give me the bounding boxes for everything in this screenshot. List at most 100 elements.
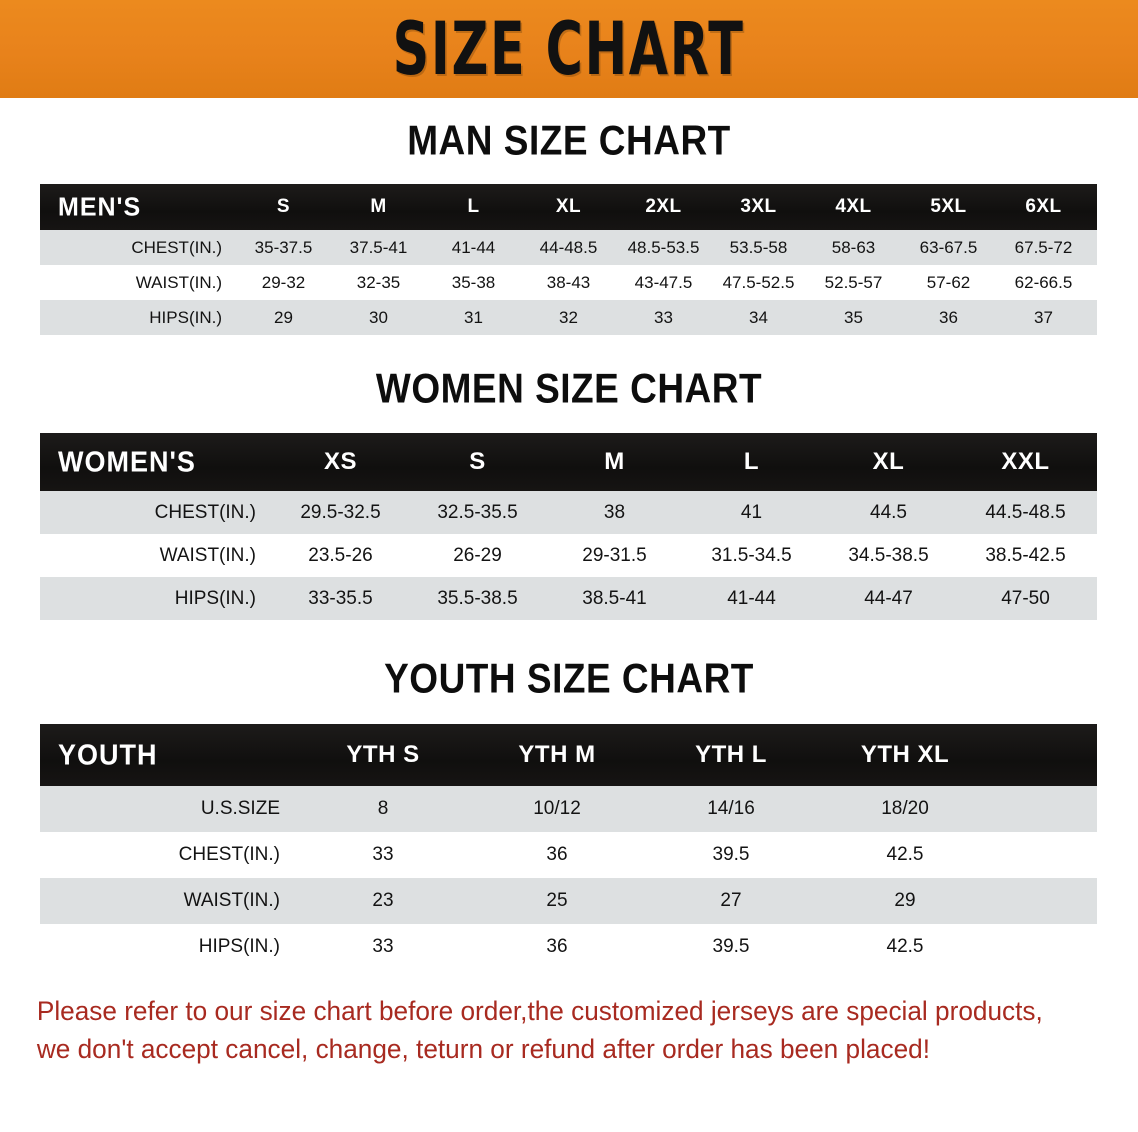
youth-cell: 39.5	[644, 832, 818, 878]
youth-cell: 25	[470, 878, 644, 924]
men-column-header-m: M	[370, 196, 387, 217]
women-size-chart-section: WOMEN SIZE CHART WOMEN'S XS S M L XL XXL CHES…	[0, 365, 1138, 620]
men-table-wrap: MEN'S S M L XL 2XL 3XL 4XL 5XL 6XL CHEST(IN.) 35-…	[40, 184, 1097, 335]
women-cell: 44.5	[820, 491, 957, 534]
youth-table-row: CHEST(IN.) 33 36 39.5 42.5	[40, 832, 1097, 878]
youth-cell-spacer	[992, 832, 1097, 878]
men-cell: 41-44	[426, 230, 521, 265]
women-corner-label: WOMEN'S	[58, 445, 196, 478]
women-cell: 23.5-26	[272, 534, 409, 577]
women-cell: 29.5-32.5	[272, 491, 409, 534]
youth-row-label: U.S.SIZE	[40, 786, 296, 832]
men-row-label: WAIST(IN.)	[40, 265, 236, 300]
women-cell: 34.5-38.5	[820, 534, 957, 577]
women-cell: 31.5-34.5	[683, 534, 820, 577]
women-column-header-s: S	[469, 448, 486, 475]
women-row-label: HIPS(IN.)	[40, 577, 272, 620]
men-header-spacer	[1091, 184, 1097, 230]
youth-table-row: HIPS(IN.) 33 36 39.5 42.5	[40, 924, 1097, 970]
youth-cell: 23	[296, 878, 470, 924]
men-cell-spacer	[1091, 230, 1097, 265]
youth-cell: 33	[296, 924, 470, 970]
youth-header-row: YOUTH YTH S YTH M YTH L YTH XL	[40, 724, 1097, 786]
men-header-row: MEN'S S M L XL 2XL 3XL 4XL 5XL 6XL	[40, 184, 1097, 230]
men-column-header-4xl: 4XL	[835, 196, 872, 217]
women-cell: 35.5-38.5	[409, 577, 546, 620]
youth-size-chart-section: YOUTH SIZE CHART YOUTH YTH S YTH M YTH L YT…	[0, 655, 1138, 970]
men-cell: 37	[996, 300, 1091, 335]
youth-row-label: WAIST(IN.)	[40, 878, 296, 924]
youth-cell: 36	[470, 924, 644, 970]
women-table-body: CHEST(IN.) 29.5-32.5 32.5-35.5 38 41 44.5 44.5…	[40, 491, 1097, 620]
youth-column-header-yth-s: YTH S	[346, 741, 420, 768]
women-table-row: HIPS(IN.) 33-35.5 35.5-38.5 38.5-41 41-44 44-…	[40, 577, 1097, 620]
women-cell-spacer	[1094, 491, 1097, 534]
women-cell: 32.5-35.5	[409, 491, 546, 534]
youth-header-spacer	[992, 724, 1097, 786]
men-cell: 47.5-52.5	[711, 265, 806, 300]
youth-cell: 10/12	[470, 786, 644, 832]
men-size-chart-section: MAN SIZE CHART MEN'S S M L XL 2XL 3XL 4XL 5XL 6X…	[0, 117, 1138, 335]
women-cell: 47-50	[957, 577, 1094, 620]
youth-cell: 27	[644, 878, 818, 924]
men-cell: 57-62	[901, 265, 996, 300]
women-table-wrap: WOMEN'S XS S M L XL XXL CHEST(IN.) 29.5-32.5 32…	[40, 433, 1097, 620]
men-table-body: CHEST(IN.) 35-37.5 37.5-41 41-44 44-48.5 48.5…	[40, 230, 1097, 335]
men-cell: 63-67.5	[901, 230, 996, 265]
men-table-row: HIPS(IN.) 29 30 31 32 33 34 35 36 37	[40, 300, 1097, 335]
men-column-header-2xl: 2XL	[645, 196, 682, 217]
youth-cell: 8	[296, 786, 470, 832]
men-column-header-6xl: 6XL	[1025, 196, 1062, 217]
women-cell: 41	[683, 491, 820, 534]
women-cell: 44.5-48.5	[957, 491, 1094, 534]
women-size-table: WOMEN'S XS S M L XL XXL CHEST(IN.) 29.5-32.5 32…	[40, 433, 1097, 620]
men-cell: 53.5-58	[711, 230, 806, 265]
men-cell: 36	[901, 300, 996, 335]
women-table-head: WOMEN'S XS S M L XL XXL	[40, 433, 1097, 491]
men-cell: 35-38	[426, 265, 521, 300]
youth-section-title: YOUTH SIZE CHART	[384, 655, 754, 702]
banner-title: SIZE CHART	[393, 5, 745, 92]
men-cell: 35-37.5	[236, 230, 331, 265]
disclaimer-line-2: we don't accept cancel, change, teturn o…	[36, 1034, 930, 1065]
men-cell: 29-32	[236, 265, 331, 300]
youth-cell: 18/20	[818, 786, 992, 832]
men-cell: 30	[331, 300, 426, 335]
women-cell: 26-29	[409, 534, 546, 577]
women-column-header-xl: XL	[872, 448, 905, 475]
youth-cell-spacer	[992, 878, 1097, 924]
youth-table-row: U.S.SIZE 8 10/12 14/16 18/20	[40, 786, 1097, 832]
youth-table-head: YOUTH YTH S YTH M YTH L YTH XL	[40, 724, 1097, 786]
youth-column-header-yth-l: YTH L	[695, 741, 767, 768]
men-cell: 43-47.5	[616, 265, 711, 300]
youth-cell: 36	[470, 832, 644, 878]
women-header-spacer	[1094, 433, 1097, 491]
men-row-label: HIPS(IN.)	[40, 300, 236, 335]
women-row-label: WAIST(IN.)	[40, 534, 272, 577]
youth-cell: 39.5	[644, 924, 818, 970]
men-column-header-l: L	[467, 196, 480, 217]
youth-column-header-yth-m: YTH M	[518, 741, 596, 768]
youth-cell: 42.5	[818, 924, 992, 970]
women-column-header-xs: XS	[323, 448, 357, 475]
disclaimer-line-1: Please refer to our size chart before or…	[36, 996, 1043, 1026]
youth-size-table: YOUTH YTH S YTH M YTH L YTH XL U.S.SIZE 8 10/…	[40, 724, 1097, 970]
men-table-row: WAIST(IN.) 29-32 32-35 35-38 38-43 43-47.5 47.…	[40, 265, 1097, 300]
youth-cell-spacer	[992, 786, 1097, 832]
women-column-header-l: L	[743, 448, 760, 475]
women-cell: 38.5-42.5	[957, 534, 1094, 577]
men-cell: 33	[616, 300, 711, 335]
youth-cell: 29	[818, 878, 992, 924]
men-cell: 29	[236, 300, 331, 335]
men-column-header-5xl: 5XL	[930, 196, 967, 217]
men-cell-spacer	[1091, 300, 1097, 335]
men-section-title: MAN SIZE CHART	[407, 117, 731, 164]
women-cell: 38	[546, 491, 683, 534]
women-cell: 38.5-41	[546, 577, 683, 620]
men-table-row: CHEST(IN.) 35-37.5 37.5-41 41-44 44-48.5 48.5…	[40, 230, 1097, 265]
women-cell: 29-31.5	[546, 534, 683, 577]
men-cell: 35	[806, 300, 901, 335]
women-table-row: CHEST(IN.) 29.5-32.5 32.5-35.5 38 41 44.5 44.5…	[40, 491, 1097, 534]
youth-cell-spacer	[992, 924, 1097, 970]
